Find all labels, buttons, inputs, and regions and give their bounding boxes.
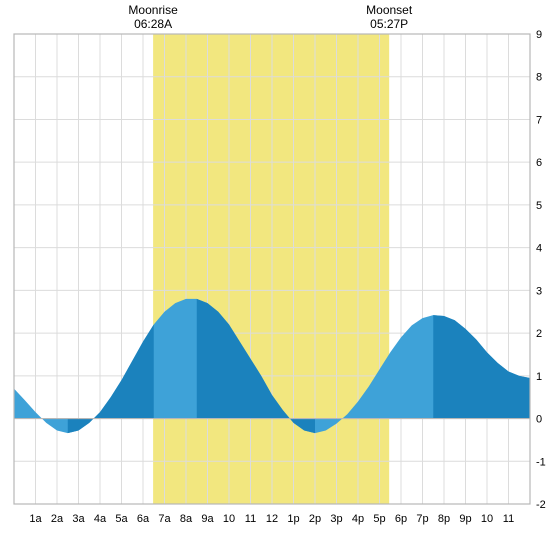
y-tick-label: 1 xyxy=(536,371,542,383)
y-tick-label: 5 xyxy=(536,200,542,212)
y-tick-label: 6 xyxy=(536,157,542,169)
x-tick-label: 2p xyxy=(309,513,321,525)
x-tick-label: 7p xyxy=(416,513,428,525)
tide-chart: -2-101234567891a2a3a4a5a6a7a8a9a1011121p… xyxy=(0,0,550,550)
y-tick-label: -2 xyxy=(536,499,546,511)
x-tick-label: 9p xyxy=(459,513,471,525)
y-tick-label: 3 xyxy=(536,285,542,297)
x-tick-label: 1a xyxy=(29,513,42,525)
annotation-subtitle: 05:27P xyxy=(370,17,408,31)
x-tick-label: 8p xyxy=(438,513,450,525)
x-tick-label: 10 xyxy=(481,513,493,525)
annotation-subtitle: 06:28A xyxy=(134,17,172,31)
x-tick-label: 4a xyxy=(94,513,107,525)
chart-svg: -2-101234567891a2a3a4a5a6a7a8a9a1011121p… xyxy=(0,0,550,550)
annotation-title: Moonrise xyxy=(128,3,178,17)
y-tick-label: 9 xyxy=(536,29,542,41)
x-tick-label: 9a xyxy=(201,513,214,525)
y-tick-label: 4 xyxy=(536,243,542,255)
x-tick-label: 1p xyxy=(287,513,299,525)
x-tick-label: 5p xyxy=(373,513,385,525)
x-tick-label: 11 xyxy=(503,513,514,525)
x-tick-label: 3p xyxy=(330,513,342,525)
x-tick-label: 3a xyxy=(72,513,85,525)
y-tick-label: 0 xyxy=(536,414,542,426)
moon-band xyxy=(153,34,389,504)
y-tick-label: 7 xyxy=(536,114,542,126)
x-tick-label: 6a xyxy=(137,513,150,525)
x-tick-label: 5a xyxy=(115,513,128,525)
x-tick-label: 7a xyxy=(158,513,171,525)
y-tick-label: 8 xyxy=(536,72,542,84)
x-tick-label: 4p xyxy=(352,513,364,525)
y-tick-label: -1 xyxy=(536,456,546,468)
x-tick-label: 8a xyxy=(180,513,193,525)
annotation-title: Moonset xyxy=(366,3,413,17)
x-tick-label: 6p xyxy=(395,513,407,525)
x-tick-label: 11 xyxy=(245,513,256,525)
x-tick-label: 2a xyxy=(51,513,64,525)
x-tick-label: 12 xyxy=(266,513,278,525)
x-tick-label: 10 xyxy=(223,513,235,525)
y-tick-label: 2 xyxy=(536,328,542,340)
